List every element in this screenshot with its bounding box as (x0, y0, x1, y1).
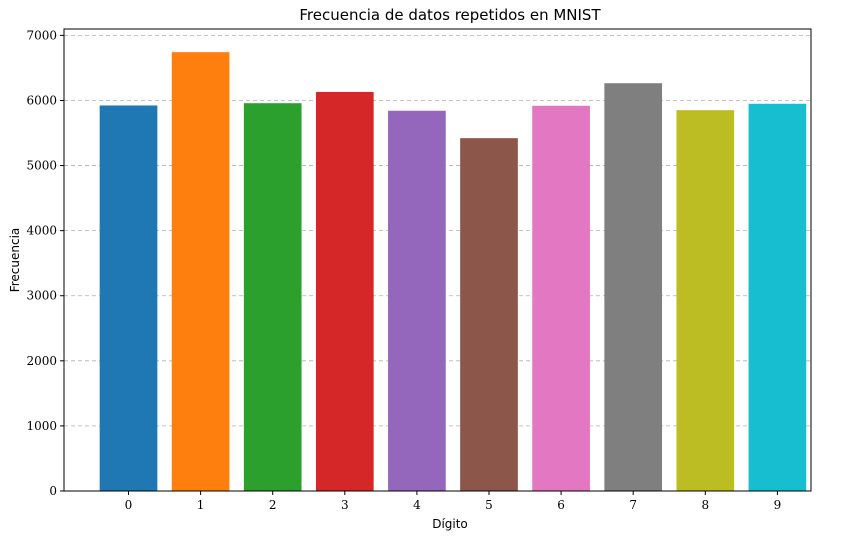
bar-4 (388, 110, 446, 492)
y-tick-label: 3000 (26, 289, 57, 303)
y-tick-label: 6000 (26, 93, 57, 107)
bar-6 (532, 105, 590, 491)
bar-3 (315, 91, 374, 491)
y-tick-label: 2000 (26, 354, 57, 368)
x-tick-label: 3 (341, 498, 349, 512)
plot-frame (63, 28, 812, 492)
x-tick-label: 6 (557, 498, 565, 512)
bars (99, 52, 807, 492)
y-axis-ticks: 0 1000 2000 3000 4000 5000 6000 7000 (26, 28, 64, 498)
bar-7 (604, 83, 663, 491)
x-tick-label: 8 (701, 498, 709, 512)
y-axis-label: Frecuencia (8, 228, 22, 293)
bar-5 (460, 138, 518, 491)
bar-9 (748, 103, 807, 491)
bar-0 (99, 105, 158, 492)
x-tick-label: 0 (125, 498, 133, 512)
x-tick-label: 2 (269, 498, 277, 512)
x-tick-label: 5 (485, 498, 493, 512)
y-tick-label: 1000 (26, 419, 57, 433)
x-tick-label: 9 (774, 498, 782, 512)
x-axis-label: Dígito (432, 517, 468, 531)
y-tick-label: 4000 (26, 224, 57, 238)
x-tick-label: 7 (629, 498, 637, 512)
bar-2 (243, 103, 302, 492)
bar-8 (676, 110, 735, 491)
x-tick-label: 4 (413, 498, 421, 512)
y-tick-label: 0 (49, 484, 57, 498)
y-tick-label: 7000 (26, 28, 57, 42)
bar-1 (171, 52, 230, 491)
x-tick-label: 1 (197, 498, 205, 512)
chart-title: Frecuencia de datos repetidos en MNIST (299, 6, 601, 24)
y-tick-label: 5000 (26, 159, 57, 173)
x-axis-ticks: 0 1 2 3 4 5 6 7 8 9 (125, 491, 782, 512)
